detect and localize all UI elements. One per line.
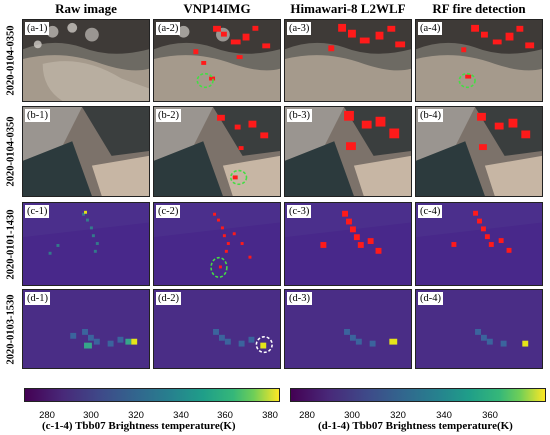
- panel-d-1: (d-1): [22, 289, 150, 369]
- row-label-a: 2020-0104-0350: [5, 25, 17, 96]
- circle-white-icon: [255, 336, 273, 354]
- col-header-rf-fire-detection: RF fire detection: [432, 1, 526, 16]
- panel-label: (d-2): [156, 292, 181, 305]
- row-label-c: 2020-0101-1430: [5, 209, 17, 279]
- colorbar-c-tick: 360: [217, 410, 233, 421]
- row-label-b: 2020-0104-0350: [5, 116, 17, 187]
- panel-label: (a-2): [156, 22, 181, 35]
- col-header-vnp14img: VNP14IMG: [183, 1, 251, 16]
- panel-c-2: (c-2): [153, 202, 281, 286]
- colorbar-d-tick: 280: [299, 410, 315, 421]
- panel-d-4: (d-4): [415, 289, 543, 369]
- satellite-image-b4: [416, 107, 542, 196]
- panel-a-3: (a-3): [284, 19, 412, 102]
- col-header-raw-image: Raw image: [55, 1, 117, 16]
- panel-label: (c-1): [25, 205, 50, 218]
- circle-green-icon: [210, 256, 228, 278]
- panel-c-4: (c-4): [415, 202, 543, 286]
- colorbar-d-tick: 360: [482, 410, 498, 421]
- colorbar-c-tick: 320: [128, 410, 144, 421]
- panel-label: (b-2): [156, 109, 181, 122]
- colorbar-c-tick: 280: [39, 410, 55, 421]
- panel-label: (c-4): [418, 205, 443, 218]
- panel-label: (d-3): [287, 292, 312, 305]
- colorbar-d: [290, 388, 546, 402]
- panel-label: (a-1): [25, 22, 50, 35]
- row-label-d: 2020-0103-1530: [5, 294, 17, 364]
- panel-label: (a-3): [287, 22, 312, 35]
- panel-a-4: (a-4): [415, 19, 543, 102]
- circle-green-icon: [196, 72, 214, 89]
- panel-label: (b-4): [418, 109, 443, 122]
- colorbar-c: [24, 388, 280, 402]
- panel-b-3: (b-3): [284, 106, 412, 197]
- colorbar-d-tick: 300: [344, 410, 360, 421]
- panel-label: (a-4): [418, 22, 443, 35]
- brightness-temperature-map-c2: [154, 203, 280, 285]
- panel-a-1: (a-1): [22, 19, 150, 102]
- col-header-himawari: Himawari-8 L2WLF: [290, 1, 406, 16]
- satellite-image-a4: [416, 20, 542, 101]
- circle-green-icon: [229, 169, 248, 186]
- satellite-image-a1: [23, 20, 149, 101]
- brightness-temperature-map-c3: [285, 203, 411, 285]
- panel-c-1: (c-1): [22, 202, 150, 286]
- panel-label: (b-1): [25, 109, 50, 122]
- colorbar-d-tick: 340: [436, 410, 452, 421]
- colorbar-d-tick: 320: [390, 410, 406, 421]
- panel-label: (c-3): [287, 205, 312, 218]
- panel-label: (d-4): [418, 292, 443, 305]
- colorbar-c-tick: 380: [262, 410, 278, 421]
- panel-label: (d-1): [25, 292, 50, 305]
- panel-c-3: (c-3): [284, 202, 412, 286]
- panel-b-2: (b-2): [153, 106, 281, 197]
- panel-a-2: (a-2): [153, 19, 281, 102]
- panel-b-4: (b-4): [415, 106, 543, 197]
- colorbar-c-tick: 300: [83, 410, 99, 421]
- panel-d-2: (d-2): [153, 289, 281, 369]
- panel-d-3: (d-3): [284, 289, 412, 369]
- panel-label: (c-2): [156, 205, 181, 218]
- circle-green-icon: [458, 72, 476, 89]
- colorbar-d-title: (d-1-4) Tbb07 Brightness temperature(K): [318, 420, 513, 432]
- colorbar-c-title: (c-1-4) Tbb07 Brightness temperature(K): [42, 420, 236, 432]
- panel-b-1: (b-1): [22, 106, 150, 197]
- panel-label: (b-3): [287, 109, 312, 122]
- colorbar-c-tick: 340: [173, 410, 189, 421]
